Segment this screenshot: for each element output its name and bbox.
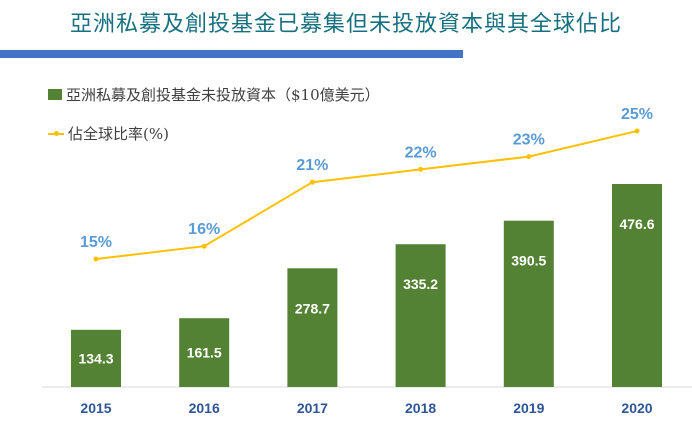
line-label: 21% bbox=[296, 157, 328, 174]
bar-label: 278.7 bbox=[295, 300, 330, 316]
line-series bbox=[95, 130, 638, 260]
bar-label: 335.2 bbox=[403, 276, 438, 292]
legend-line: 佔全球比率(%) bbox=[48, 123, 169, 144]
line-label: 16% bbox=[188, 221, 220, 238]
legend-line-swatch bbox=[48, 130, 64, 136]
legend-bar-label: 亞洲私募及創投基金未投放資本（$10億美元） bbox=[66, 86, 380, 104]
x-tick-label: 2016 bbox=[189, 400, 220, 416]
bar-2016 bbox=[179, 318, 230, 387]
bar-label: 161.5 bbox=[187, 345, 222, 361]
line-point-2015 bbox=[93, 256, 99, 262]
x-tick-label: 2017 bbox=[297, 400, 328, 416]
bar-label: 390.5 bbox=[511, 253, 546, 269]
legend-bar-swatch bbox=[48, 89, 62, 100]
line-point-2020 bbox=[634, 128, 640, 134]
legend-line-label: 佔全球比率(%) bbox=[68, 125, 169, 143]
chart-title: 亞洲私募及創投基金已募集但未投放資本與其全球佔比 bbox=[69, 12, 622, 37]
line-label: 25% bbox=[621, 106, 653, 123]
bar-2019 bbox=[503, 220, 554, 387]
x-tick-label: 2018 bbox=[405, 400, 436, 416]
title-divider bbox=[0, 50, 463, 58]
bar-2017 bbox=[287, 268, 338, 387]
bar-2020 bbox=[612, 184, 662, 387]
x-tick-label: 2015 bbox=[80, 400, 111, 416]
bar-2018 bbox=[395, 244, 446, 387]
bar-label: 476.6 bbox=[619, 216, 654, 232]
bar-2015 bbox=[71, 329, 121, 387]
x-tick-label: 2020 bbox=[621, 400, 652, 416]
line-point-2019 bbox=[526, 154, 532, 160]
line-label: 15% bbox=[80, 234, 112, 251]
bar-label: 134.3 bbox=[78, 350, 113, 366]
line-label: 23% bbox=[513, 132, 545, 149]
x-tick-label: 2019 bbox=[513, 400, 544, 416]
line-point-2016 bbox=[201, 243, 207, 249]
line-point-2017 bbox=[309, 179, 315, 185]
legend-bar: 亞洲私募及創投基金未投放資本（$10億美元） bbox=[48, 84, 380, 105]
line-label: 22% bbox=[405, 144, 437, 161]
line-point-2018 bbox=[418, 166, 424, 172]
